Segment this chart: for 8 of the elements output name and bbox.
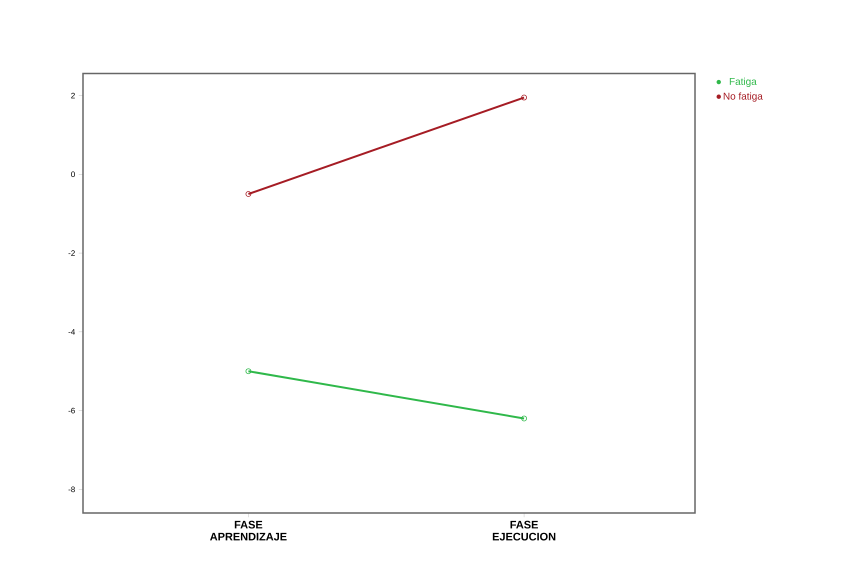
- x-tick-label: FASE APRENDIZAJE: [210, 520, 287, 540]
- legend-label: No fatiga: [724, 92, 763, 102]
- x-tick-label: FASE EJECUCION: [492, 520, 556, 540]
- point: [246, 191, 252, 197]
- legend-label: Fatiga: [730, 78, 757, 87]
- point: [521, 416, 527, 422]
- point: [246, 368, 252, 374]
- point: [521, 94, 527, 100]
